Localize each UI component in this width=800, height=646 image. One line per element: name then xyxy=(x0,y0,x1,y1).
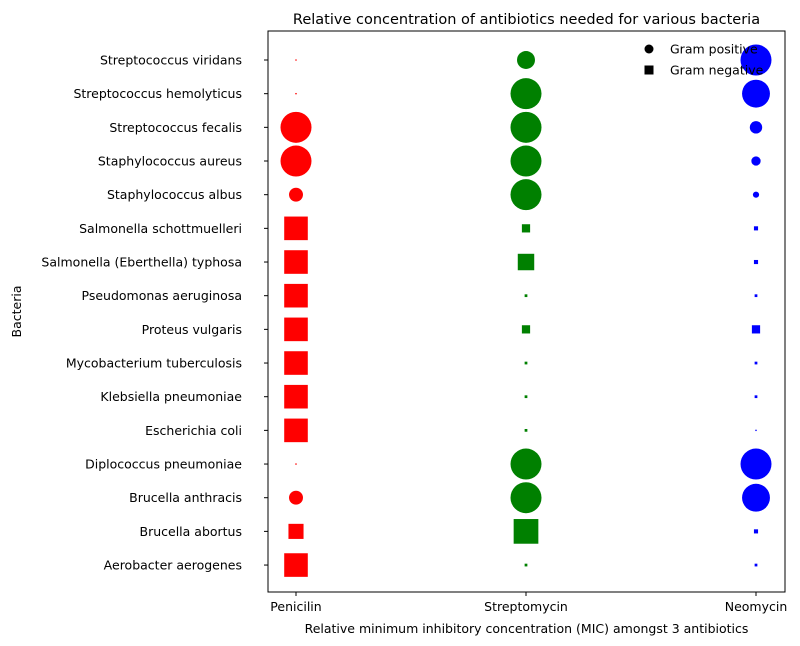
data-point xyxy=(510,145,542,177)
x-axis-title: Relative minimum inhibitory concentratio… xyxy=(305,621,749,636)
data-point xyxy=(280,145,312,177)
data-point xyxy=(295,59,297,61)
legend-marker-circle xyxy=(644,44,654,54)
y-tick-label: Staphylococcus albus xyxy=(107,187,242,202)
legend: Gram positive Gram negative xyxy=(644,42,764,78)
data-point xyxy=(284,553,308,577)
data-point xyxy=(742,483,770,512)
y-tick-label: Proteus vulgaris xyxy=(142,322,242,337)
legend-label-gram-negative: Gram negative xyxy=(670,63,764,78)
y-tick-label: Klebsiella pneumoniae xyxy=(100,389,242,404)
data-point xyxy=(284,317,308,342)
x-tick-label: Penicilin xyxy=(270,599,321,614)
data-point xyxy=(524,428,528,432)
data-point xyxy=(284,351,308,375)
data-point xyxy=(284,418,308,443)
data-point xyxy=(753,529,759,534)
y-tick-label: Salmonella schottmuelleri xyxy=(79,221,242,236)
data-point xyxy=(295,463,297,465)
data-point xyxy=(749,121,763,134)
data-point xyxy=(754,361,758,365)
data-point xyxy=(510,78,542,110)
legend-label-gram-positive: Gram positive xyxy=(670,42,758,57)
data-point xyxy=(284,216,308,241)
data-point xyxy=(288,523,304,539)
data-point xyxy=(524,395,528,399)
data-point xyxy=(751,325,761,334)
y-axis-title: Bacteria xyxy=(9,286,24,338)
data-point xyxy=(280,111,312,143)
y-tick-label: Salmonella (Eberthella) typhosa xyxy=(41,255,242,270)
legend-marker-square xyxy=(644,65,654,75)
data-point xyxy=(517,51,535,69)
data-point xyxy=(510,179,542,211)
y-tick-label: Mycobacterium tuberculosis xyxy=(66,356,242,371)
y-tick-label: Brucella anthracis xyxy=(129,490,242,505)
y-tick-label: Pseudomonas aeruginosa xyxy=(82,288,242,303)
data-point xyxy=(284,283,308,308)
data-point xyxy=(284,384,308,409)
data-point xyxy=(521,325,531,334)
data-point xyxy=(755,429,757,432)
data-point xyxy=(295,92,297,95)
data-point xyxy=(524,563,528,567)
y-tick-label: Streptococcus fecalis xyxy=(109,120,242,135)
data-point xyxy=(753,226,759,231)
y-tick-label: Staphylococcus aureus xyxy=(98,154,242,169)
y-tick-label: Escherichia coli xyxy=(145,423,242,438)
data-point xyxy=(740,448,772,480)
data-point xyxy=(510,448,542,480)
data-point xyxy=(754,294,758,298)
data-point xyxy=(524,361,528,365)
data-point xyxy=(289,187,303,202)
x-tick-label: Streptomycin xyxy=(484,599,568,614)
x-tick-label: Neomycin xyxy=(725,599,788,614)
data-point xyxy=(513,519,539,544)
data-point xyxy=(751,156,761,166)
data-point xyxy=(753,259,759,265)
data-point xyxy=(284,250,308,274)
x-axis: Penicilin Streptomycin Neomycin xyxy=(270,592,787,614)
data-point xyxy=(289,490,303,505)
data-point xyxy=(742,79,770,108)
data-point xyxy=(517,253,535,271)
y-tick-label: Diplococcus pneumoniae xyxy=(85,457,242,472)
data-point xyxy=(754,395,758,399)
y-tick-label: Streptococcus viridans xyxy=(100,53,242,68)
data-point xyxy=(752,191,760,198)
y-tick-label: Aerobacter aerogenes xyxy=(104,558,242,573)
data-point xyxy=(510,482,542,514)
data-point xyxy=(740,44,772,76)
data-point xyxy=(521,224,531,233)
y-tick-label: Streptococcus hemolyticus xyxy=(73,86,242,101)
data-points xyxy=(280,44,772,577)
data-point xyxy=(510,111,542,143)
chart-title: Relative concentration of antibiotics ne… xyxy=(293,12,760,28)
y-axis: Aerobacter aerogenes Brucella abortus Bruc… xyxy=(41,53,268,573)
data-point xyxy=(754,563,758,567)
data-point xyxy=(524,294,528,298)
y-tick-label: Brucella abortus xyxy=(140,524,243,539)
